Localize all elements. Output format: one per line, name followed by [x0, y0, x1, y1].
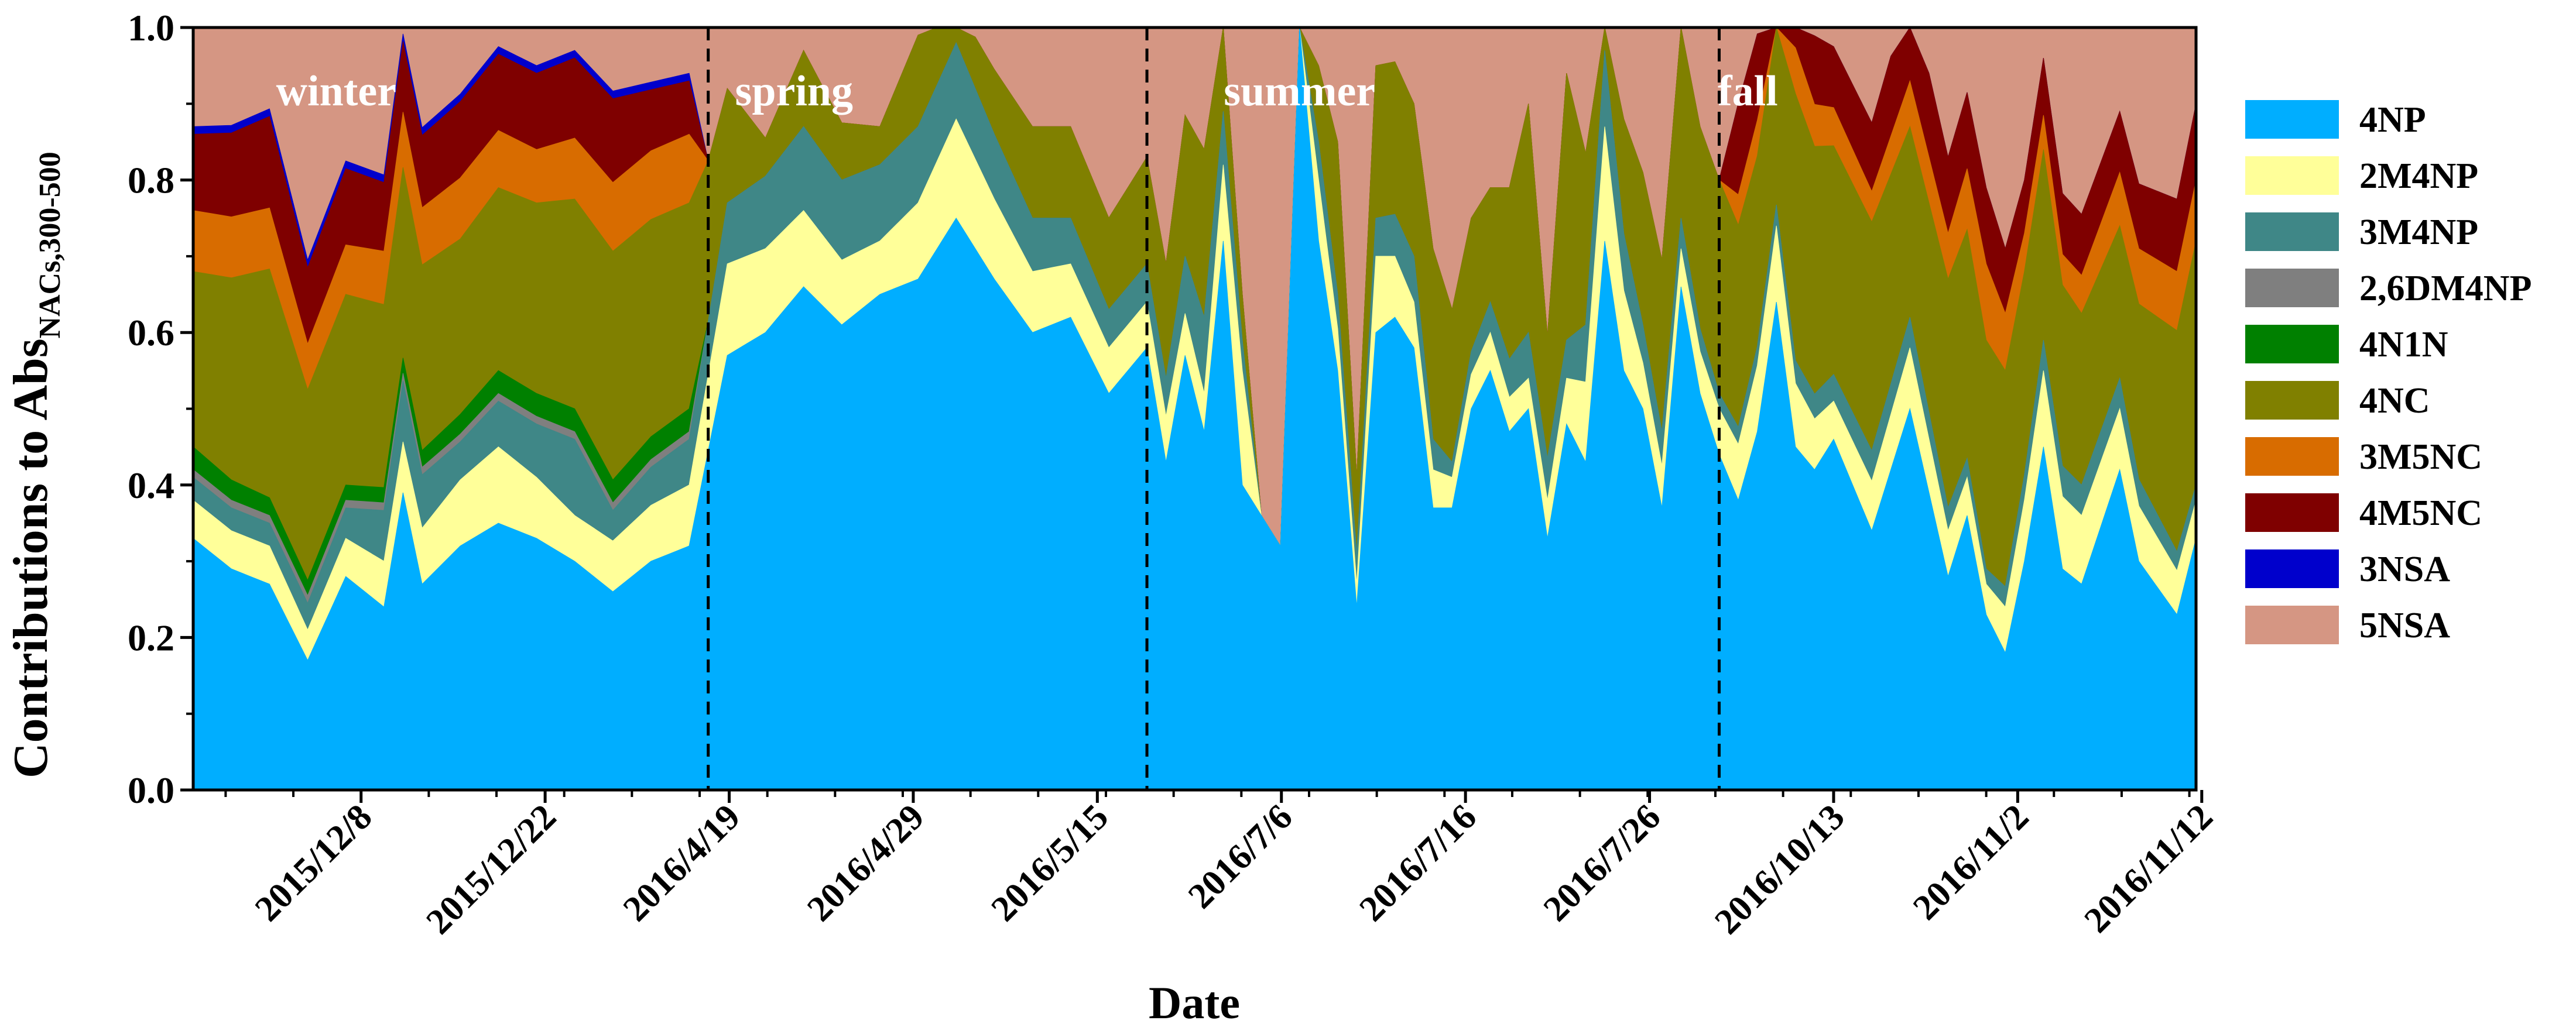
legend-item: 4M5NC	[2245, 493, 2482, 533]
y-axis-title-main: Contributions to Abs	[4, 338, 58, 778]
legend-item: 2,6DM4NP	[2245, 269, 2532, 308]
area-4np	[193, 28, 2196, 790]
season-label: fall	[1718, 67, 1778, 115]
legend-label: 4N1N	[2359, 325, 2448, 365]
y-axis-title-subscript: NACs,300-500	[33, 152, 67, 338]
x-tick-label: 2016/5/15	[984, 797, 1116, 929]
legend-item: 3M5NC	[2245, 437, 2482, 477]
y-tick-label: 1.0	[128, 7, 174, 49]
legend-swatch	[2245, 606, 2339, 644]
legend-label: 3M5NC	[2359, 437, 2482, 477]
legend-swatch	[2245, 493, 2339, 532]
legend-label: 2,6DM4NP	[2359, 269, 2532, 308]
y-tick-label: 0.2	[128, 617, 174, 658]
legend-swatch	[2245, 381, 2339, 420]
x-tick-label: 2016/7/26	[1536, 797, 1669, 929]
season-labels: winter spring summer fall	[276, 67, 1778, 115]
y-tick-label: 0.4	[128, 465, 174, 506]
x-tick-label: 2015/12/22	[419, 797, 564, 942]
legend-swatch	[2245, 549, 2339, 588]
legend-item: 4NC	[2245, 381, 2430, 421]
x-tick-label: 2016/4/19	[616, 797, 748, 929]
x-tick-label: 2016/7/16	[1352, 797, 1484, 929]
y-axis: 0.0 0.2 0.4 0.6 0.8 1.0	[128, 7, 193, 811]
x-tick-label: 2016/10/13	[1707, 797, 1852, 942]
legend-item: 2M4NP	[2245, 156, 2478, 196]
legend-label: 3NSA	[2359, 549, 2450, 589]
legend-swatch	[2245, 100, 2339, 139]
x-tick-label: 2016/4/29	[800, 797, 932, 929]
legend-label: 3M4NP	[2359, 212, 2478, 252]
legend-label: 4NP	[2359, 100, 2426, 140]
legend-item: 3NSA	[2245, 549, 2450, 589]
legend-item: 5NSA	[2245, 606, 2450, 645]
legend-swatch	[2245, 325, 2339, 363]
legend-swatch	[2245, 156, 2339, 195]
y-tick-label: 0.8	[128, 160, 174, 201]
x-axis-title: Date	[1149, 977, 1240, 1028]
y-tick-label: 0.0	[128, 770, 174, 811]
legend-item: 4N1N	[2245, 325, 2448, 365]
stacked-areas	[193, 28, 2196, 790]
legend-item: 3M4NP	[2245, 212, 2478, 252]
legend: 4NP 2M4NP 3M4NP 2,6DM4NP 4N1N 4NC 3M5NC 4M5NC 3N…	[2245, 100, 2532, 645]
legend-item: 4NP	[2245, 100, 2426, 140]
season-label: spring	[735, 67, 854, 115]
legend-label: 4NC	[2359, 381, 2430, 421]
legend-swatch	[2245, 269, 2339, 307]
y-axis-title: Contributions to AbsNACs,300-500	[4, 152, 67, 778]
x-tick-label: 2016/7/6	[1181, 797, 1300, 916]
y-tick-label: 0.6	[128, 312, 174, 353]
legend-label: 2M4NP	[2359, 156, 2478, 196]
season-dividers	[707, 28, 1721, 790]
x-tick-label: 2016/11/12	[2077, 797, 2220, 940]
x-axis: 2015/12/8 2015/12/22 2016/4/19 2016/4/29 201…	[224, 790, 2221, 942]
x-tick-label: 2016/11/2	[1906, 797, 2036, 927]
season-label: winter	[276, 67, 397, 115]
season-label: summer	[1224, 67, 1375, 115]
legend-swatch	[2245, 437, 2339, 476]
legend-label: 4M5NC	[2359, 493, 2482, 533]
x-tick-label: 2015/12/8	[248, 797, 380, 929]
legend-swatch	[2245, 212, 2339, 251]
legend-label: 5NSA	[2359, 606, 2450, 645]
